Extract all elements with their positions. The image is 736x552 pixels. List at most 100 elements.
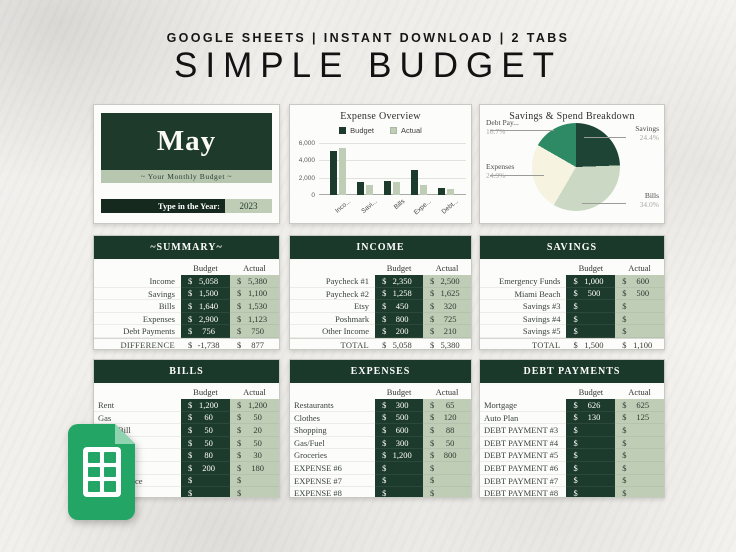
corner-cell	[290, 385, 375, 399]
actual-cell: $1,200	[229, 399, 279, 412]
budget-cell: $1,200	[180, 399, 230, 412]
amount: 1,500	[199, 288, 219, 299]
dollar-sign: $	[187, 475, 193, 486]
actual-cell: $5,380	[229, 275, 279, 288]
actual-cell: $50	[229, 411, 279, 425]
summary-table: Budget Actual Income $5,058 $5,380 Savings $1,…	[94, 261, 279, 349]
month-subtitle: ~ Your Monthly Budget ~	[101, 170, 272, 183]
dollar-sign: $	[573, 437, 578, 448]
column-header: Actual	[435, 263, 459, 273]
budget-cell: $50	[180, 436, 230, 450]
table-row: Auto Plan $130 $125	[480, 411, 664, 425]
row-label: Expenses	[94, 313, 181, 326]
amount: 2,900	[199, 313, 219, 324]
dollar-sign: $	[573, 275, 578, 286]
y-tick-label: 0	[311, 191, 315, 199]
table-row: $80 $30	[94, 449, 279, 462]
dollar-sign: $	[382, 412, 387, 423]
legend-item-budget: Budget	[339, 126, 374, 135]
dollar-sign: $	[382, 275, 387, 286]
bar-budget	[410, 169, 418, 195]
amount: 725	[443, 313, 457, 324]
dollar-sign: $	[622, 326, 627, 337]
dollar-sign: $	[382, 487, 387, 498]
actual-cell: $	[615, 312, 664, 326]
x-tick-label: Bills	[392, 198, 406, 212]
dollar-sign: $	[187, 313, 193, 324]
row-label: Auto Plan	[480, 412, 567, 425]
table-row: EXPENSE #6 $ $	[290, 461, 471, 475]
actual-cell: $20	[229, 424, 279, 437]
row-label	[94, 462, 181, 475]
expenses-table: Budget Actual Restaurants $300 $65 Clothes $50…	[290, 385, 471, 498]
dollar-sign: $	[430, 437, 435, 448]
actual-cell: $30	[229, 449, 279, 462]
table-row: Mortgage $626 $625	[480, 399, 664, 412]
table-row: DEBT PAYMENT #7 $ $	[480, 474, 664, 488]
budget-cell: $300	[375, 436, 424, 450]
dollar-sign: $	[187, 487, 193, 498]
bar-actual	[446, 188, 454, 195]
table-row: Rent $1,200 $1,200	[94, 399, 279, 412]
dollar-sign: $	[430, 412, 435, 423]
table-row: Etsy $450 $320	[290, 300, 471, 313]
table-row: Savings #5 $ $	[480, 325, 664, 338]
dollar-sign: $	[573, 412, 578, 423]
actual-cell: $	[229, 474, 279, 488]
expenses-table-panel: EXPENSES Budget Actual Restaurants $300 $65 C…	[289, 359, 472, 498]
pie-label-expenses: Expenses 24.9%	[486, 162, 514, 180]
row-label: Savings #3	[480, 300, 567, 313]
row-label: DEBT PAYMENT #6	[480, 462, 567, 475]
row-label: Savings #4	[480, 313, 567, 326]
row-label: Restaurants	[290, 399, 376, 412]
dollar-sign: $	[187, 424, 193, 435]
amount: 1,000	[584, 275, 604, 286]
actual-cell: $750	[229, 325, 279, 338]
table-row: Savings #4 $ $	[480, 312, 664, 326]
pie-leader-line	[582, 203, 626, 204]
row-label: Savings	[94, 288, 181, 301]
amount: 80	[204, 450, 213, 461]
budget-cell: $	[566, 449, 616, 462]
dollar-sign: $	[382, 313, 387, 324]
actual-cell: $725	[423, 312, 471, 326]
budget-cell: $80	[180, 449, 230, 462]
amount: 300	[395, 437, 409, 448]
amount: 5,058	[392, 340, 412, 350]
table-row: $ $	[94, 487, 279, 498]
amount: 50	[253, 412, 262, 423]
x-tick-label: Expe...	[412, 198, 433, 217]
column-header: Actual	[243, 263, 266, 273]
row-label: Rent	[94, 399, 181, 412]
amount: 200	[202, 462, 215, 473]
amount: 5,380	[248, 275, 268, 286]
dollar-sign: $	[236, 462, 242, 473]
bar-yaxis: 6,000 4,000 2,000 0	[292, 140, 318, 199]
dollar-sign: $	[622, 412, 627, 423]
actual-cell: $2,500	[423, 275, 471, 288]
total-budget-cell: $ -1,738	[181, 339, 230, 349]
actual-cell: $125	[615, 411, 664, 425]
amount: 30	[253, 450, 262, 461]
budget-cell: $2,900	[180, 312, 230, 326]
budget-cell: $1,000	[566, 275, 616, 288]
y-tick-label: 2,000	[298, 174, 315, 182]
dollar-sign: $	[382, 437, 387, 448]
budget-cell: $	[566, 474, 616, 488]
amount: 1,258	[392, 288, 412, 299]
pie-label-debt-pay: Debt Pay... 16.7%	[486, 118, 519, 136]
legend-swatch-actual-icon	[389, 127, 397, 134]
column-header-row: Budget Actual	[94, 261, 279, 275]
dollar-sign: $	[573, 300, 578, 311]
dollar-sign: $	[622, 475, 627, 486]
dollar-sign: $	[430, 475, 435, 486]
pie-slice-label: Bills	[644, 191, 659, 200]
table-row: Paycheck #1 $2,350 $2,500	[290, 275, 471, 288]
actual-cell: $1,100	[229, 287, 279, 301]
table-row: DEBT PAYMENT #3 $ $	[480, 424, 664, 437]
bar-group: Expe...	[410, 143, 433, 216]
dollar-sign: $	[573, 424, 578, 435]
bar-plot: Inco... Savi... Bills Expe... Debt...	[319, 143, 466, 216]
dollar-sign: $	[382, 424, 387, 435]
